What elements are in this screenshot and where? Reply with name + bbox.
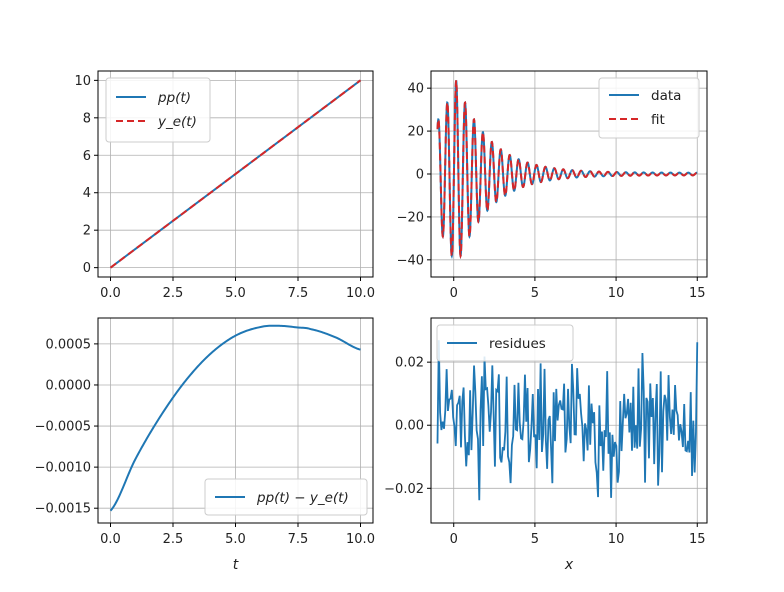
x-tick-label-3: 7.5 (288, 532, 309, 547)
y-tick-label-0: −0.02 (384, 482, 424, 497)
y-tick-label-0: −0.0015 (35, 502, 91, 517)
legend: residues (436, 324, 574, 362)
axes-frame-bottom-right (430, 317, 708, 524)
x-tick-label-2: 10 (608, 286, 625, 301)
y-tick-label-2: −0.0005 (35, 420, 91, 435)
x-tick-label-2: 5.0 (225, 286, 246, 301)
x-tick-label-1: 2.5 (163, 532, 184, 547)
legend-box (436, 324, 574, 362)
legend-box (204, 478, 368, 516)
x-tick-label-4: 10.0 (346, 532, 375, 547)
series-line-0 (436, 340, 699, 501)
x-tick-label-2: 10 (608, 532, 625, 547)
subplot-bottom-left: 0.0 2.5 5.0 7.5 10.0 −0.0015 −0.0010 −0.0005 0.0… (35, 317, 375, 573)
y-tick-label-1: 2 (83, 224, 91, 239)
y-tick-label-1: 0.00 (395, 419, 424, 434)
axes-frame-top-right (430, 70, 708, 278)
y-tick-label-2: 0 (416, 168, 424, 183)
x-tick-label-3: 7.5 (288, 286, 309, 301)
series-group (109, 324, 361, 512)
legend: data fit (598, 77, 700, 139)
x-tick-label-3: 15 (689, 532, 706, 547)
y-tick-label-0: 0 (83, 261, 91, 276)
subplot-top-left: 0.0 2.5 5.0 7.5 10.0 0 2 4 6 8 10 pp(t) y_e(t) (74, 70, 375, 301)
series-line-0 (109, 324, 361, 512)
x-tick-label-2: 5.0 (225, 532, 246, 547)
y-tick-label-4: 8 (83, 111, 91, 126)
y-tick-label-3: 20 (407, 125, 424, 140)
y-tick-label-1: −20 (397, 210, 424, 225)
legend-box (105, 77, 211, 143)
legend-label-1: fit (651, 112, 665, 128)
subplot-top-right: 0 5 10 15 −40 −20 0 20 40 data fit (397, 70, 708, 301)
y-tick-label-4: 40 (407, 82, 424, 97)
y-tick-label-3: 6 (83, 149, 91, 164)
series-line-1 (109, 79, 362, 269)
legend-box (598, 77, 700, 139)
legend: pp(t) − y_e(t) (204, 478, 368, 516)
series-group (109, 79, 362, 269)
axes-frame-top-left (97, 70, 374, 278)
legend: pp(t) y_e(t) (105, 77, 211, 143)
legend-label-0: data (651, 88, 681, 104)
x-axis-label: x (564, 557, 574, 573)
y-tick-label-0: −40 (397, 253, 424, 268)
x-tick-label-1: 5 (531, 286, 539, 301)
axes-frame-bottom-left (97, 317, 374, 524)
legend-label-0: pp(t) − y_e(t) (256, 490, 349, 506)
series-group (436, 80, 698, 260)
x-tick-label-1: 5 (531, 532, 539, 547)
y-tick-label-2: 4 (83, 186, 91, 201)
legend-label-0: residues (489, 336, 546, 352)
x-tick-label-3: 15 (689, 286, 706, 301)
legend-label-0: pp(t) (157, 90, 191, 106)
x-tick-label-1: 2.5 (163, 286, 184, 301)
x-tick-label-0: 0.0 (100, 286, 121, 301)
x-axis-label: t (233, 557, 239, 573)
series-group (436, 340, 699, 501)
y-tick-label-2: 0.02 (395, 356, 424, 371)
x-tick-label-0: 0 (450, 286, 458, 301)
series-line-1 (436, 80, 698, 260)
x-tick-label-4: 10.0 (346, 286, 375, 301)
legend-label-1: y_e(t) (157, 114, 197, 130)
x-tick-label-0: 0 (450, 532, 458, 547)
x-tick-label-0: 0.0 (100, 532, 121, 547)
y-tick-label-4: 0.0005 (46, 337, 92, 352)
subplot-bottom-right: 0 5 10 15 −0.02 0.00 0.02 x residues (384, 317, 708, 573)
y-tick-label-5: 10 (74, 74, 91, 89)
y-tick-label-3: 0.0000 (46, 378, 92, 393)
y-tick-label-1: −0.0010 (35, 461, 91, 476)
